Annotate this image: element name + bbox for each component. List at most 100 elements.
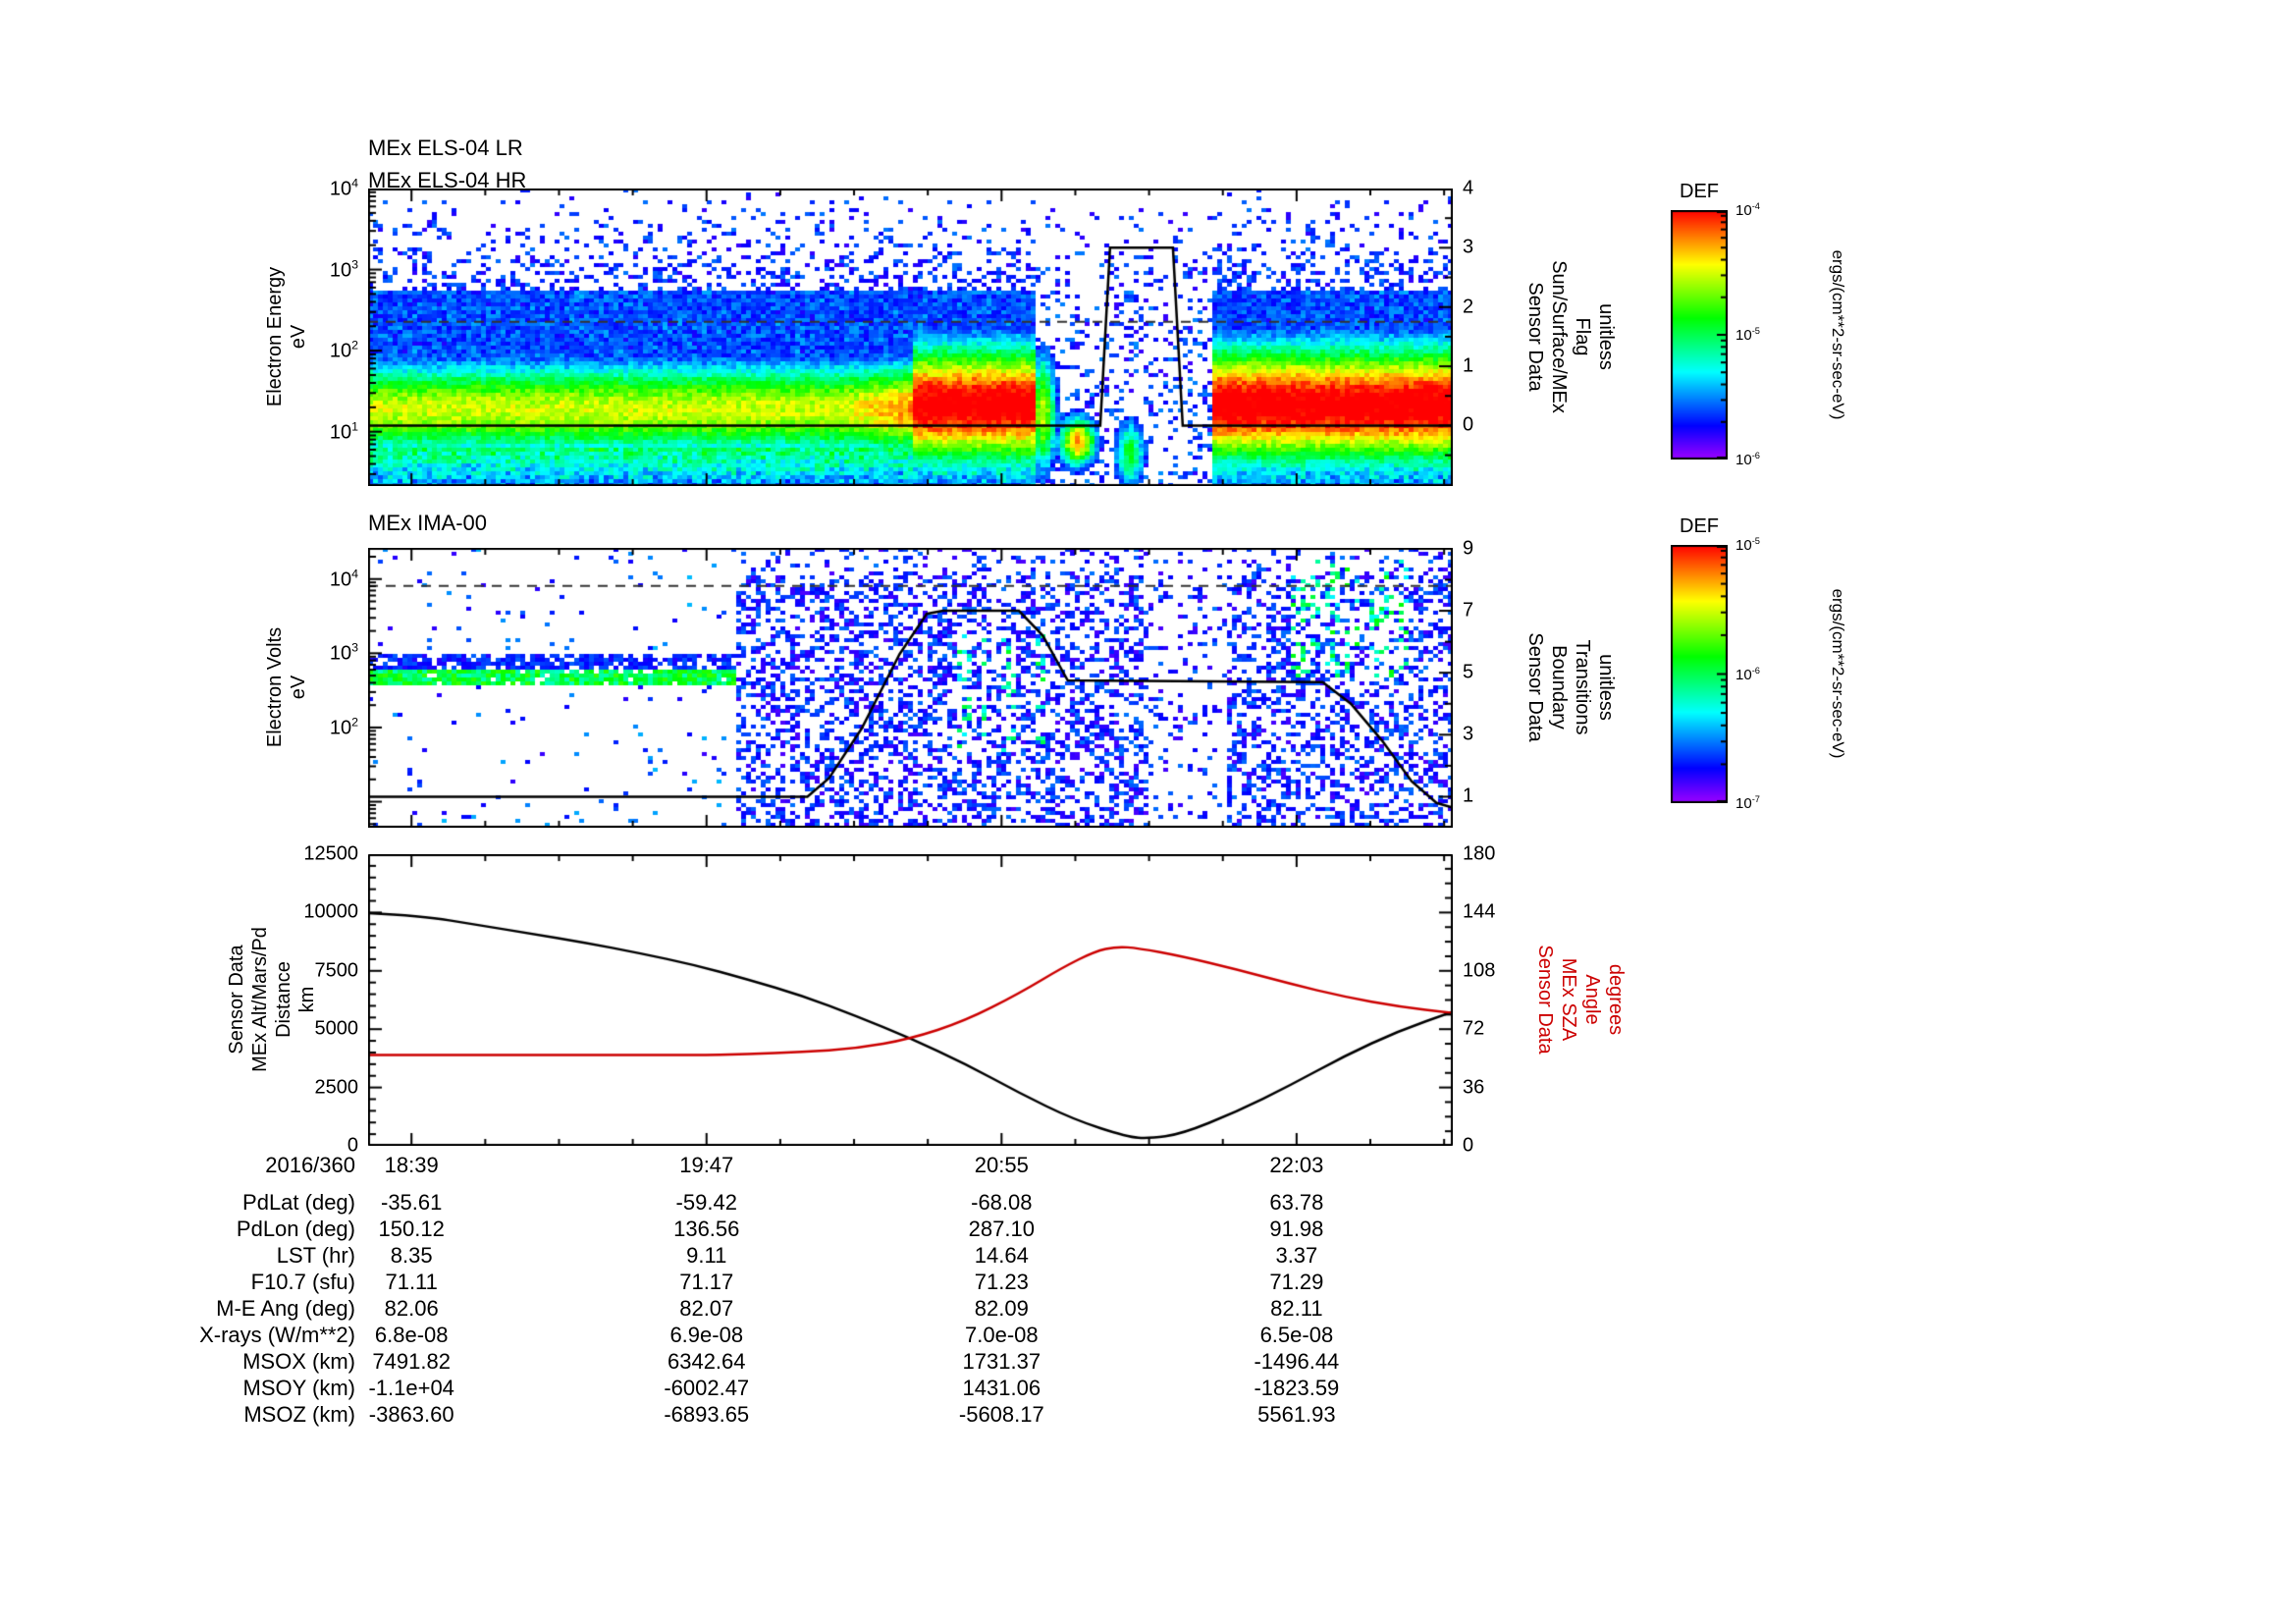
boundary-tick-label: 3 <box>1463 723 1474 745</box>
table-value: 6.5e-08 <box>1259 1323 1334 1347</box>
table-value: 287.10 <box>968 1217 1035 1241</box>
sza-tick-label: 180 <box>1463 842 1496 865</box>
table-row-label: M-E Ang (deg) <box>216 1296 355 1321</box>
altitude-sza-panel <box>368 854 1453 1146</box>
table-value: 91.98 <box>1269 1217 1324 1241</box>
x-tick-label: 19:47 <box>679 1153 734 1177</box>
panel1-title-hr: MEx ELS-04 HR <box>368 168 527 192</box>
colorbar1-tick-label: 10-4 <box>1735 201 1760 219</box>
boundary-tick-label: 7 <box>1463 599 1474 622</box>
table-value: 136.56 <box>673 1217 740 1241</box>
boundary-tick-label: 5 <box>1463 661 1474 683</box>
table-value: -6893.65 <box>664 1402 750 1427</box>
colorbar2-units-label: ergs/(cm**2-sr-sec-eV) <box>1829 588 1847 759</box>
els-energy-tick-label: 101 <box>329 419 358 443</box>
colorbar1 <box>1671 210 1728 460</box>
ima-boundary-axis-label: unitless Transitions Boundary Sensor Dat… <box>1524 632 1617 742</box>
els-energy-tick-label: 103 <box>329 257 358 281</box>
distance-axis-label: Sensor Data MEx Alt/Mars/Pd Distance km <box>226 927 318 1072</box>
table-value: -1823.59 <box>1254 1376 1340 1400</box>
x-axis-date-label: 2016/360 <box>265 1153 355 1177</box>
flag-tick-label: 1 <box>1463 354 1474 377</box>
colorbar2-tick-label: 10-7 <box>1735 794 1760 812</box>
table-row-label: MSOX (km) <box>242 1349 355 1374</box>
table-value: -35.61 <box>380 1190 443 1215</box>
els-flag-axis-label: unitless Flag Sun/Surface/MEx Sensor Dat… <box>1524 260 1617 413</box>
table-value: 14.64 <box>974 1243 1029 1268</box>
table-value: -1496.44 <box>1254 1349 1340 1374</box>
distance-tick-label: 5000 <box>314 1017 359 1040</box>
els-energy-tick-label: 102 <box>329 338 358 362</box>
panel1-title-lr: MEx ELS-04 LR <box>368 135 523 160</box>
els-spectrogram-panel <box>368 189 1453 486</box>
table-value: 1431.06 <box>962 1376 1041 1400</box>
table-value: 6.8e-08 <box>374 1323 449 1347</box>
flag-tick-label: 4 <box>1463 177 1474 199</box>
sza-tick-label: 108 <box>1463 959 1496 982</box>
table-row-label: MSOY (km) <box>242 1376 355 1400</box>
table-value: 82.09 <box>974 1296 1029 1321</box>
table-value: -1.1e+04 <box>368 1376 454 1400</box>
ima-y-axis-label: Electron Volts eV <box>264 626 309 748</box>
distance-tick-label: 10000 <box>303 900 358 923</box>
ima-volts-tick-label: 103 <box>329 641 358 665</box>
els-spectrogram-canvas <box>368 189 1453 486</box>
distance-tick-label: 7500 <box>314 959 359 982</box>
ima-spectrogram-panel <box>368 548 1453 828</box>
distance-tick-label: 2500 <box>314 1076 359 1099</box>
table-value: 5561.93 <box>1257 1402 1336 1427</box>
table-value: 6.9e-08 <box>669 1323 744 1347</box>
colorbar1-tick-label: 10-5 <box>1735 326 1760 344</box>
table-value: 9.11 <box>686 1243 727 1268</box>
table-value: -3863.60 <box>368 1402 454 1427</box>
colorbar2-tick-label: 10-6 <box>1735 665 1760 683</box>
table-value: 3.37 <box>1275 1243 1318 1268</box>
table-value: 82.11 <box>1270 1296 1323 1321</box>
sza-axis-label: degrees Angle MEx SZA Sensor Data <box>1534 945 1627 1055</box>
colorbar1-tick-label: 10-6 <box>1735 451 1760 468</box>
ima-spectrogram-canvas <box>368 548 1453 828</box>
x-tick-label: 22:03 <box>1269 1153 1324 1177</box>
table-value: 82.07 <box>679 1296 734 1321</box>
flag-tick-label: 0 <box>1463 413 1474 436</box>
table-value: 1731.37 <box>962 1349 1041 1374</box>
ima-volts-tick-label: 102 <box>329 715 358 739</box>
table-value: 63.78 <box>1269 1190 1324 1215</box>
table-value: -59.42 <box>675 1190 737 1215</box>
ima-volts-tick-label: 104 <box>329 567 358 591</box>
x-tick-label: 20:55 <box>974 1153 1029 1177</box>
table-value: 7491.82 <box>372 1349 451 1374</box>
table-row-label: MSOZ (km) <box>243 1402 355 1427</box>
colorbar2 <box>1671 545 1728 803</box>
altitude-sza-canvas <box>368 854 1453 1146</box>
colorbar2-title: DEF <box>1680 515 1719 537</box>
table-row-label: PdLat (deg) <box>242 1190 355 1215</box>
table-row-label: PdLon (deg) <box>236 1217 355 1241</box>
table-row-label: F10.7 (sfu) <box>250 1270 355 1294</box>
table-value: -6002.47 <box>664 1376 750 1400</box>
colorbar2-tick-label: 10-5 <box>1735 536 1760 554</box>
sza-tick-label: 72 <box>1463 1017 1485 1040</box>
table-value: 71.23 <box>974 1270 1029 1294</box>
els-y-axis-label: Electron Energy eV <box>264 266 309 407</box>
flag-tick-label: 2 <box>1463 296 1474 318</box>
sza-tick-label: 0 <box>1463 1134 1474 1157</box>
table-value: 6342.64 <box>667 1349 746 1374</box>
x-tick-label: 18:39 <box>384 1153 439 1177</box>
els-energy-tick-label: 104 <box>329 176 358 200</box>
table-value: 8.35 <box>390 1243 433 1268</box>
boundary-tick-label: 9 <box>1463 537 1474 560</box>
table-value: -68.08 <box>971 1190 1033 1215</box>
boundary-tick-label: 1 <box>1463 784 1474 807</box>
table-value: 71.11 <box>385 1270 438 1294</box>
colorbar1-title: DEF <box>1680 181 1719 202</box>
colorbar1-canvas <box>1671 210 1728 460</box>
flag-tick-label: 3 <box>1463 236 1474 258</box>
sza-tick-label: 144 <box>1463 900 1496 923</box>
table-value: -5608.17 <box>958 1402 1044 1427</box>
table-value: 71.17 <box>679 1270 734 1294</box>
table-row-label: X-rays (W/m**2) <box>199 1323 355 1347</box>
table-value: 7.0e-08 <box>965 1323 1039 1347</box>
colorbar1-units-label: ergs/(cm**2-sr-sec-eV) <box>1829 249 1847 420</box>
